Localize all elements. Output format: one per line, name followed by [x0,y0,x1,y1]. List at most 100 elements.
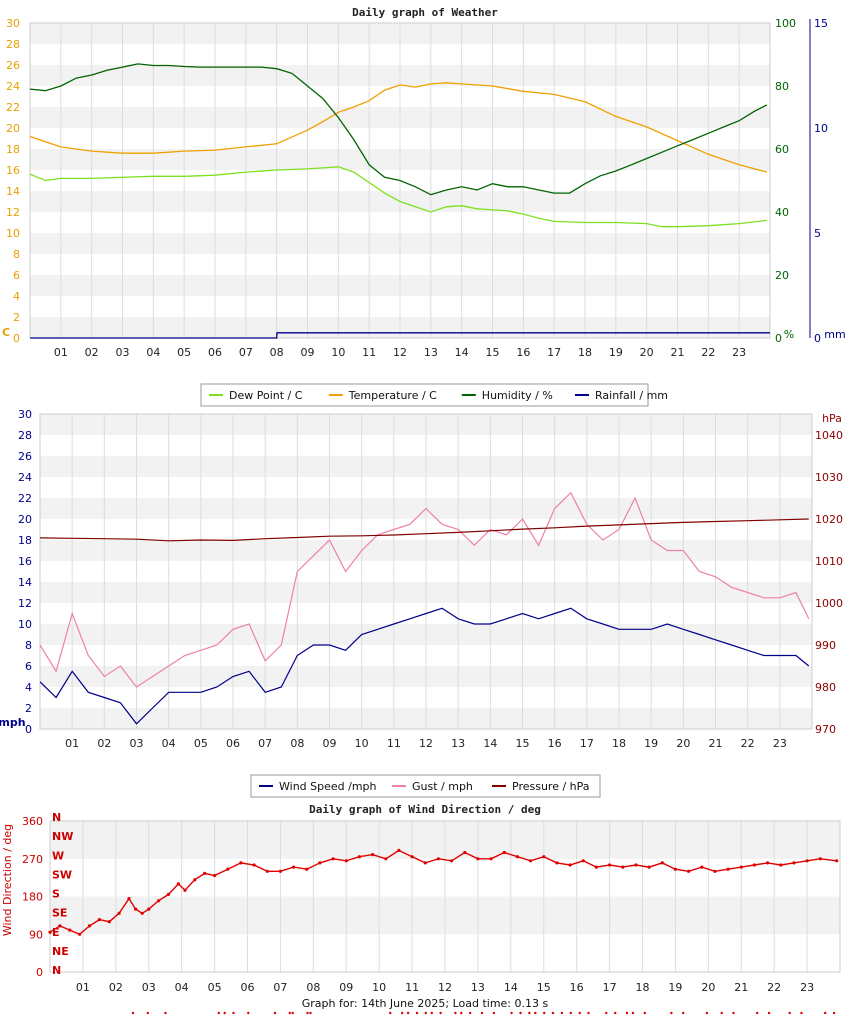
winddir-bottom-marker [131,1011,135,1015]
wind-xtick-22: 22 [741,737,755,750]
weather-ytick-left-22: 22 [6,101,20,114]
wind-xtick-03: 03 [130,737,144,750]
winddir-bottom-marker [824,1011,827,1015]
weather-ytick-mm-0: 0 [814,332,821,345]
winddir-bottom-marker [401,1011,404,1015]
weather-xtick-02: 02 [85,346,99,359]
winddir-bottom-marker [643,1011,646,1015]
wind-xtick-20: 20 [676,737,690,750]
winddir-bottom-marker [705,1011,709,1015]
winddir-bottom-marker [560,1011,564,1015]
weather-ytick-left-0: 0 [13,332,20,345]
wind-xtick-09: 09 [323,737,337,750]
winddir-bottom-marker [528,1011,531,1015]
legend-label-w0: Dew Point / C [229,389,303,402]
winddir-bottom-marker [756,1011,759,1015]
weather-plot-frame [29,22,771,339]
winddir-compass-5: SW [52,868,72,881]
wind-xtick-05: 05 [194,737,208,750]
wind-series-2 [39,518,809,542]
weather-xtick-06: 06 [208,346,222,359]
weather-xtick-22: 22 [701,346,715,359]
weather-xtick-20: 20 [640,346,654,359]
wind-ytick-left-20: 20 [18,513,32,526]
winddir-xtick-02: 02 [109,981,123,994]
winddir-xtick-13: 13 [471,981,485,994]
wind-xtick-14: 14 [483,737,497,750]
weather-ytick-left-14: 14 [6,185,20,198]
winddir-bottom-marker [605,1011,608,1015]
wind-ytick-right-1030: 1030 [815,471,843,484]
wind-ytick-left-0: 0 [25,723,32,736]
winddir-xtick-20: 20 [701,981,715,994]
wind-xtick-02: 02 [97,737,111,750]
weather-xtick-13: 13 [424,346,438,359]
weather-ytick-pct-40: 40 [775,206,789,219]
weather-xtick-17: 17 [547,346,561,359]
weather-xtick-14: 14 [455,346,469,359]
wind-xtick-18: 18 [612,737,626,750]
weather-xtick-15: 15 [486,346,500,359]
winddir-ytick-180: 180 [22,891,43,904]
weather-xtick-23: 23 [732,346,746,359]
weather-series-1 [29,82,768,173]
wind-xtick-17: 17 [580,737,594,750]
winddir-bottom-marker [406,1011,410,1015]
wind-ytick-right-1000: 1000 [815,597,843,610]
winddir-bottom-marker [469,1011,472,1015]
winddir-bottom-marker [247,1011,250,1015]
wind-series-0 [39,607,810,725]
weather-series-0 [29,166,767,228]
wind-ytick-right-980: 980 [815,681,836,694]
winddir-xtick-08: 08 [306,981,320,994]
wind-ytick-left-18: 18 [18,534,32,547]
wind-series-1 [39,491,810,688]
wind-xtick-23: 23 [773,737,787,750]
winddir-ytick-360: 360 [22,815,43,828]
weather-ytick-pct-100: 100 [775,17,796,30]
winddir-xtick-09: 09 [339,981,353,994]
wind-ytick-left-16: 16 [18,555,32,568]
weather-ytick-pct-60: 60 [775,143,789,156]
winddir-bottom-marker [306,1011,309,1015]
weather-xtick-05: 05 [177,346,191,359]
wind-ytick-right-990: 990 [815,639,836,652]
winddir-bottom-marker [682,1011,685,1015]
winddir-xtick-10: 10 [372,981,386,994]
wind-ytick-left-30: 30 [18,408,32,421]
winddir-bottom-marker [146,1011,149,1015]
winddir-ylabel: Wind Direction / deg [1,824,14,936]
winddir-bottom-marker [720,1011,723,1015]
weather-xtick-18: 18 [578,346,592,359]
wind-xtick-21: 21 [709,737,723,750]
winddir-bottom-marker [232,1011,235,1015]
winddir-xtick-14: 14 [504,981,518,994]
legend-label-w2: Humidity / % [482,389,553,402]
wind-xtick-04: 04 [162,737,176,750]
footer-caption: Graph for: 14th June 2025; Load time: 0.… [301,997,549,1010]
winddir-ytick-0: 0 [36,966,43,979]
winddir-plot-frame [49,820,841,973]
weather-ytick-mm-10: 10 [814,122,828,135]
wind-ytick-right-970: 970 [815,723,836,736]
weather-series-3 [30,332,770,339]
wind-ytick-left-6: 6 [25,660,32,673]
winddir-xtick-21: 21 [734,981,748,994]
winddir-bottom-marker [288,1011,291,1015]
wind-unit-left: mph [0,716,26,729]
wind-ytick-left-8: 8 [25,639,32,652]
weather-legend [200,383,649,407]
winddir-chart-title: Daily graph of Wind Direction / deg [309,803,541,816]
winddir-bottom-marker [510,1011,513,1015]
wind-ytick-left-14: 14 [18,576,32,589]
weather-xtick-01: 01 [54,346,68,359]
winddir-bottom-marker [480,1011,484,1015]
winddir-ytick-90: 90 [29,928,43,941]
wind-xtick-11: 11 [387,737,401,750]
winddir-bottom-marker [732,1011,735,1015]
winddir-trace [49,849,837,936]
wind-xtick-10: 10 [355,737,369,750]
winddir-bottom-marker [454,1011,457,1015]
wind-xtick-08: 08 [290,737,304,750]
legend-label-w1: Temperature / C [348,389,437,402]
